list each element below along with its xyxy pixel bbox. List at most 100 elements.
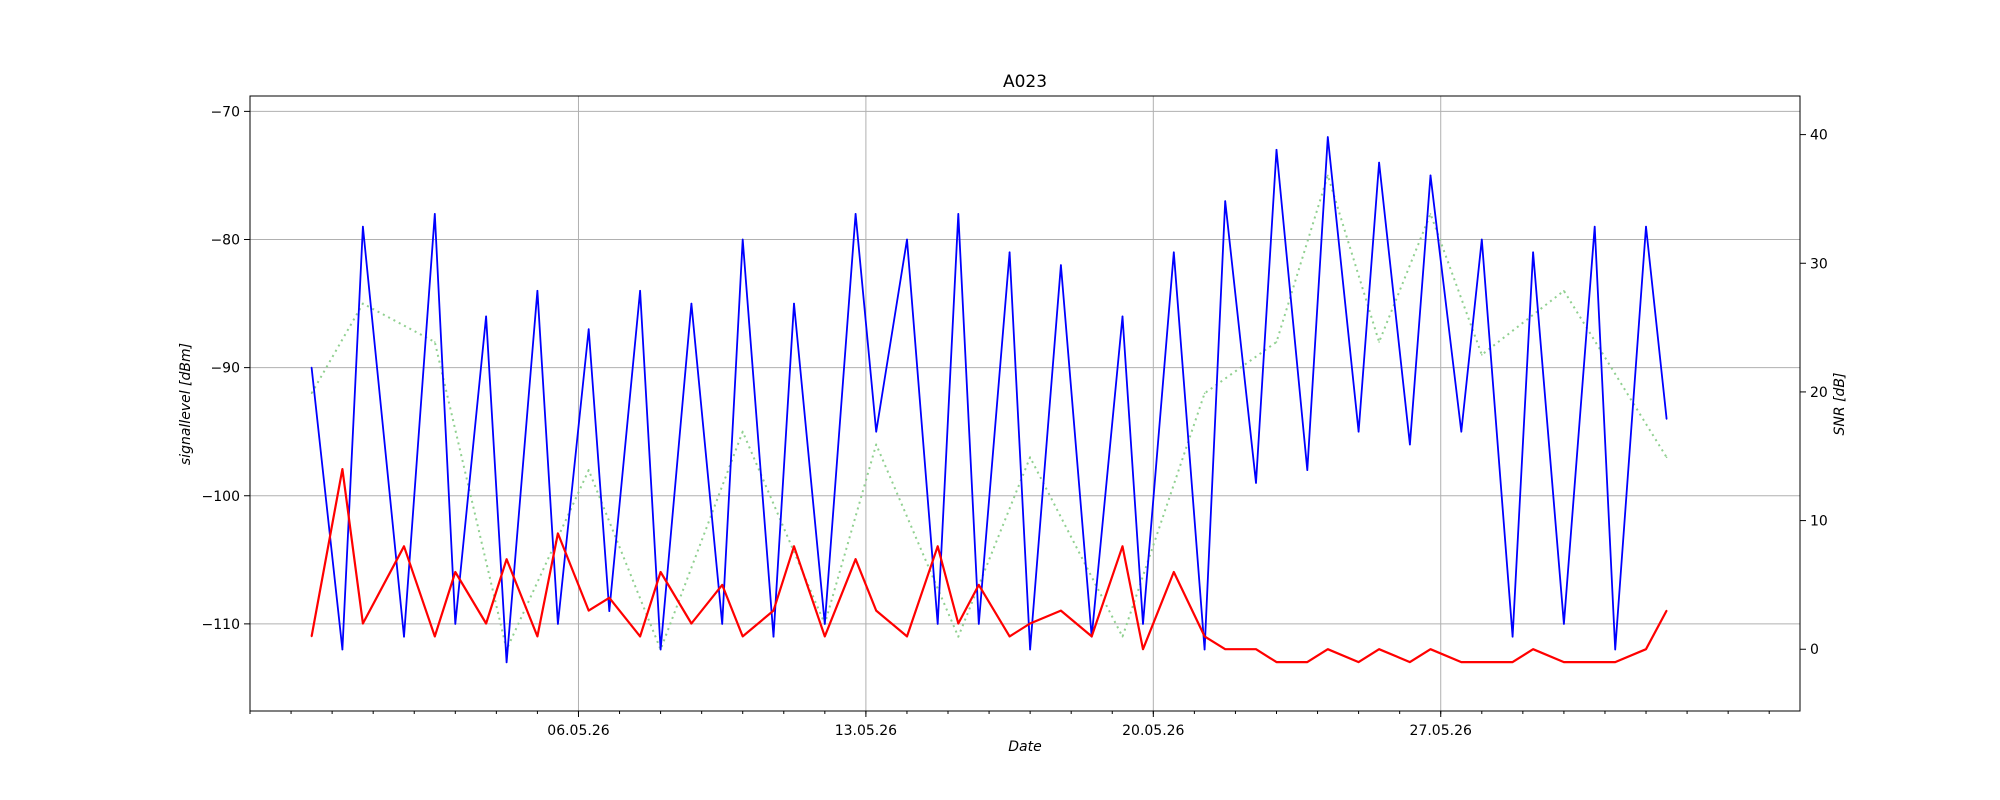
signal-point [1481, 238, 1483, 241]
signal-point [1224, 200, 1226, 202]
snr-point [608, 597, 611, 599]
snr-point [659, 571, 662, 573]
signal-point [1029, 648, 1031, 651]
signal-point [1255, 482, 1257, 484]
snr-point [1121, 545, 1124, 548]
snr-point [906, 635, 908, 638]
snr-point [1460, 661, 1463, 663]
plot-frame [249, 95, 1801, 712]
y-right-tick-label: 20 [1810, 385, 1828, 401]
snr-point [1511, 661, 1514, 663]
signal-point [536, 290, 539, 292]
signal-point [1327, 136, 1329, 138]
signal-point [1665, 418, 1668, 420]
y-axis-right-title: SNR [dB] [1832, 373, 1848, 436]
signal-point [505, 661, 508, 664]
signal-point [639, 290, 641, 292]
snr-point [1327, 648, 1329, 650]
signal-point [1008, 251, 1011, 254]
y-left-tick-label: −70 [210, 104, 240, 120]
dotted-series-line [310, 174, 1668, 651]
signal-point [690, 302, 693, 305]
dotted-point [1203, 392, 1206, 395]
signal-point [403, 635, 405, 638]
signal-point [1532, 251, 1534, 254]
signal-point [741, 238, 744, 241]
signal-point [721, 623, 723, 625]
snr-point [1593, 661, 1596, 663]
signal-point [1357, 430, 1360, 433]
signal-point [485, 315, 487, 318]
dotted-point [310, 392, 313, 395]
snr-point [721, 584, 723, 586]
snr-point [854, 558, 857, 560]
signal-point [1306, 469, 1309, 471]
signal-point [1563, 623, 1565, 625]
snr-point [485, 622, 487, 625]
signal-point [1614, 648, 1616, 651]
signal-point [1378, 161, 1380, 164]
signal-point [906, 238, 908, 241]
dotted-point [434, 341, 436, 343]
snr-series-line [310, 468, 1668, 664]
signal-point [824, 623, 826, 625]
signal-point [957, 213, 960, 215]
dotted-point [1327, 174, 1329, 177]
snr-point [1224, 648, 1226, 650]
snr-point [978, 584, 980, 586]
snr-point [1645, 648, 1647, 650]
signal-point [1203, 648, 1206, 651]
snr-point [1255, 648, 1257, 650]
dotted-point [875, 443, 877, 446]
snr-point [1029, 622, 1031, 625]
y-left-tick-label: −110 [202, 617, 240, 633]
signal-point [1275, 149, 1278, 151]
signal-point [608, 610, 611, 612]
x-tick-label: 20.05.26 [1122, 723, 1184, 739]
snr-point [1378, 648, 1380, 650]
signal-point [1142, 623, 1144, 625]
grid-layer [250, 96, 1800, 711]
snr-point [824, 635, 826, 638]
signal-point [557, 623, 559, 625]
snr-point [741, 635, 744, 638]
snr-point [1481, 661, 1483, 663]
snr-point [1563, 661, 1565, 663]
signal-point [310, 366, 313, 369]
dotted-point [1429, 213, 1432, 215]
snr-point [875, 609, 877, 612]
y-left-tick-label: −90 [210, 361, 240, 377]
signal-point [1429, 174, 1432, 177]
signal-point [362, 225, 364, 228]
dotted-point [362, 302, 364, 305]
snr-point [936, 545, 939, 548]
y-right-tick-label: 40 [1810, 128, 1828, 144]
dotted-point [1378, 341, 1380, 343]
snr-point [1614, 661, 1616, 663]
snr-point [1275, 661, 1278, 663]
snr-point [1060, 609, 1062, 612]
x-axis: 06.05.26 13.05.26 20.05.26 27.05.26 [249, 711, 1770, 739]
dotted-point [1029, 456, 1031, 459]
dotted-point [957, 635, 960, 638]
signal-point [1645, 225, 1647, 228]
snr-point [1665, 609, 1668, 612]
snr-point [434, 635, 436, 638]
signal-point [1121, 315, 1124, 318]
signal-point [341, 648, 344, 651]
y-axis-right: 0 10 20 30 40 [1800, 128, 1828, 658]
dotted-point [1563, 290, 1565, 292]
snr-point [1357, 661, 1360, 663]
dotted-point [1275, 341, 1278, 343]
x-tick-label: 13.05.26 [835, 723, 897, 739]
snr-point [403, 545, 405, 548]
snr-point [793, 545, 795, 548]
dotted-point [741, 430, 744, 433]
dotted-point [587, 469, 590, 471]
x-tick-label: 27.05.26 [1410, 723, 1472, 739]
signal-point [875, 430, 877, 433]
signal-point [1173, 251, 1175, 254]
snr-point [536, 635, 539, 638]
